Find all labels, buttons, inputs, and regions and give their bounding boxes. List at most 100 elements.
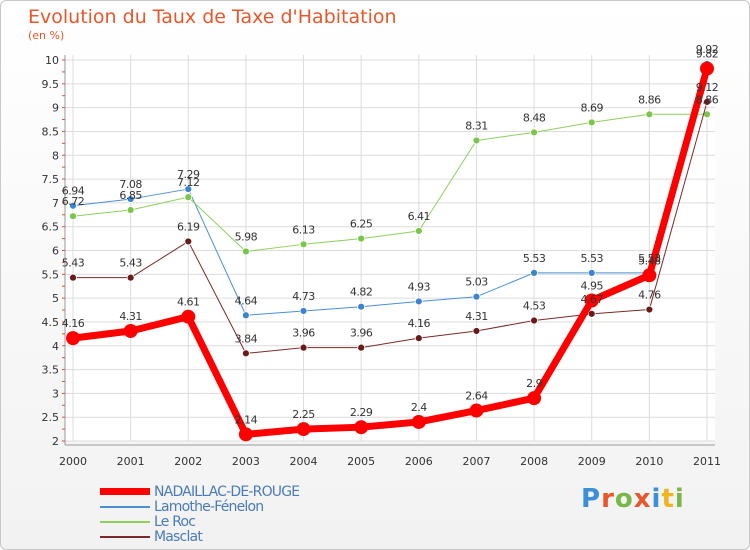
data-label: 2.29 [350,406,373,419]
data-point [642,268,657,283]
data-label: 4.31 [119,310,142,323]
data-label: 5.03 [465,276,488,289]
data-label: 6.25 [350,218,373,231]
data-label: 4.82 [350,286,373,299]
data-label: 4.61 [177,296,200,309]
legend-label: Masclat [154,529,203,545]
data-point [472,292,481,301]
data-label: 7.12 [177,176,200,189]
data-label: 9.82 [696,48,719,61]
y-tick-label: 3.5 [42,364,60,377]
y-tick-label: 8 [52,149,59,162]
data-point [587,268,596,277]
data-point [184,237,193,246]
logo-letter: i [674,484,685,514]
data-label: 2.4 [411,401,427,414]
legend-label: Lamothe-Fénelon [154,499,264,515]
data-label: 2.9 [526,377,542,390]
data-label: 5.98 [235,230,258,243]
data-point [69,212,77,221]
y-tick-label: 3 [52,387,59,400]
y-tick-label: 9 [52,102,59,115]
data-point [238,427,253,442]
data-label: 2.14 [235,413,258,426]
data-label: 6.19 [177,220,200,233]
data-point [703,98,711,106]
y-tick-label: 6 [52,245,59,258]
data-label: 5.53 [580,252,603,265]
data-point [469,403,484,418]
legend-swatch [100,521,150,523]
y-tick-label: 9.5 [42,78,60,91]
data-point [357,302,366,311]
data-label: 4.67 [580,293,603,306]
data-label: 5.53 [523,252,546,265]
data-point [126,273,135,282]
legend-swatch [100,536,150,538]
data-label: 9.12 [696,81,719,94]
data-point [527,391,542,406]
logo-letter: P [581,484,602,514]
x-tick-label: 2007 [462,455,490,468]
data-label: 7.29 [177,168,200,181]
legend-label: Le Roc [154,514,196,530]
data-label: 4.31 [465,310,488,323]
y-tick-label: 7 [52,197,59,210]
proxiti-logo: Proxiti [581,484,685,514]
series-line [72,63,708,316]
legend-swatch [100,506,150,508]
data-label: 5.43 [119,257,142,270]
logo-letter: i [651,484,662,514]
data-label: 8.48 [523,111,546,124]
data-point [357,343,366,352]
data-point [299,343,308,352]
data-label: 3.96 [350,327,373,340]
data-label: 4.53 [523,300,546,313]
logo-letter: o [614,484,634,514]
data-label: 9.92 [696,43,719,56]
data-point [242,349,250,358]
data-label: 4.95 [580,280,603,293]
data-point [299,240,308,249]
data-label: 2.25 [292,408,315,421]
series-line [73,101,708,354]
logo-letter: r [601,484,615,514]
data-label: 5.53 [638,252,661,265]
data-point [645,110,654,119]
data-point [299,307,308,315]
x-tick-label: 2009 [578,455,606,468]
data-label: 4.16 [62,317,85,330]
data-point [414,297,423,306]
x-tick-label: 2002 [174,455,202,468]
data-label: 6.85 [119,189,142,202]
data-point [414,334,423,343]
data-point [645,305,654,314]
data-label: 3.84 [235,332,258,345]
y-tick-label: 2 [52,435,59,448]
data-point [66,331,80,346]
data-label: 2.64 [465,390,488,403]
series-line [72,113,707,252]
data-label: 8.31 [465,119,488,132]
x-tick-label: 2010 [635,455,663,468]
chart-title: Evolution du Taux de Taxe d'Habitation [28,6,397,28]
data-point [411,414,426,429]
y-tick-label: 5.5 [42,268,60,281]
series-line [72,67,711,438]
y-tick-label: 5 [52,292,59,305]
data-point [530,268,538,277]
data-point [472,327,481,335]
x-tick-label: 2011 [693,455,721,468]
data-label: 4.73 [292,290,315,303]
x-tick-label: 2006 [405,455,433,468]
data-point [414,227,423,235]
data-point [69,201,77,210]
data-point [242,247,250,256]
logo-letter: t [661,484,675,514]
data-point [126,206,135,214]
y-tick-label: 4 [52,340,59,353]
x-tick-label: 2005 [347,455,375,468]
data-label: 5.43 [62,257,85,270]
data-point [584,293,599,308]
